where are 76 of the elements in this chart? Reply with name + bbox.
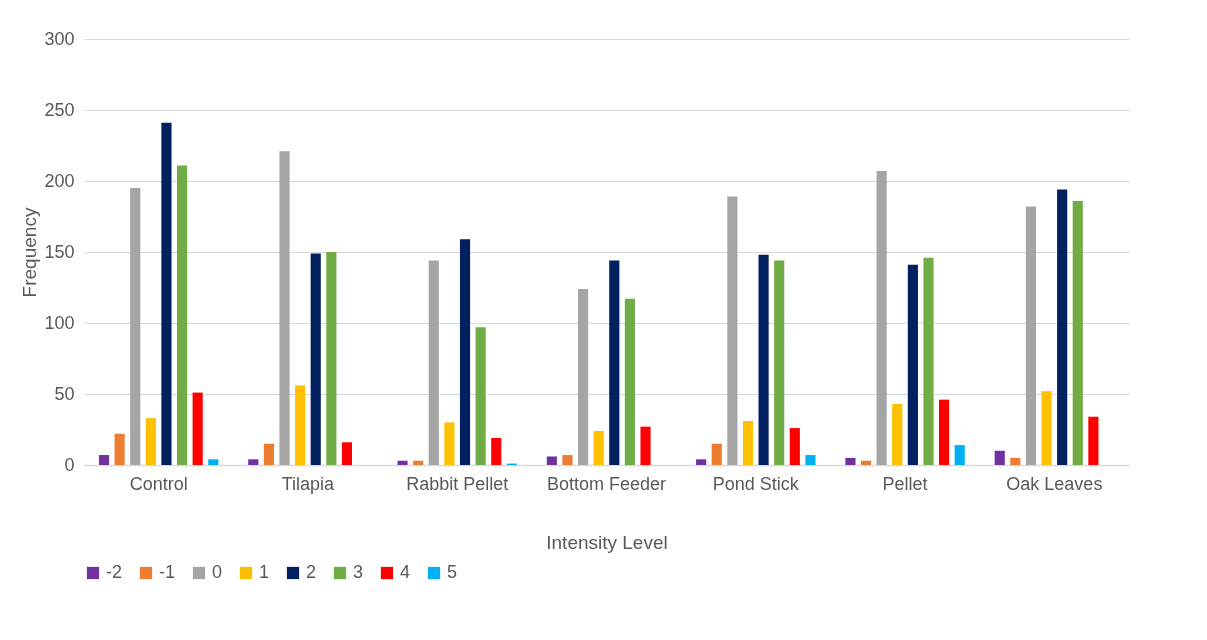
bar [711,443,722,465]
bar [310,253,321,465]
bar [397,460,408,465]
x-tick-label: Pond Stick [712,473,800,494]
bar [114,433,125,465]
x-tick-label: Tilapia [281,473,336,494]
bar [341,442,353,465]
bar [491,438,502,465]
y-tick-label: 0 [64,454,75,475]
bar [876,171,887,465]
x-tick-label: Pellet [882,473,928,494]
bar [326,252,337,465]
legend-label: -1 [159,562,176,582]
bar [1057,189,1068,465]
bar [145,418,156,465]
bar [624,298,635,465]
x-tick-label: Bottom Feeder [546,473,667,494]
bar [774,260,785,465]
x-tick-label: Oak Leaves [1006,473,1103,494]
bar [758,254,769,465]
bar [192,392,203,465]
bar [805,455,816,465]
bar [546,456,557,465]
y-tick-label: 250 [44,99,75,120]
legend-label: 5 [447,562,458,582]
bar [279,151,290,465]
x-axis-title: Intensity Level [546,531,668,553]
legend-label: -2 [106,562,123,582]
bar [263,443,274,465]
bar [954,445,965,465]
bar [459,239,471,465]
bar [208,459,219,465]
bar [593,430,604,465]
bar [609,260,620,465]
bar [994,450,1005,465]
bar [789,428,800,465]
bar [98,455,110,465]
bar [562,455,573,465]
legend-label: 3 [353,562,364,582]
bar [444,422,455,465]
bar [248,459,259,465]
bar [130,188,141,465]
bar [742,420,754,465]
bar [1041,391,1052,465]
y-tick-label: 300 [44,28,75,49]
bar [860,460,872,465]
y-tick-label: 200 [44,170,75,191]
y-tick-label: 50 [54,383,75,404]
x-tick-label: Control [129,473,188,494]
bar [907,264,918,465]
bar [161,122,172,465]
y-tick-label: 150 [44,241,75,262]
bar [1025,206,1037,465]
bar [923,257,934,465]
bar [578,288,589,465]
y-axis-title: Frequency [19,207,41,298]
bar [413,460,424,465]
bar [727,196,738,465]
bar [892,403,903,465]
bar [845,457,856,465]
bar [640,426,651,465]
bar [696,459,707,465]
y-tick-label: 100 [44,312,75,333]
bar [1072,200,1083,465]
legend-label: 4 [400,562,411,582]
x-tick-label: Rabbit Pellet [406,473,509,494]
legend-label: 2 [306,562,317,582]
bar [1088,416,1099,465]
bar [1010,457,1021,465]
bar [939,399,950,465]
legend-label: 1 [259,562,270,582]
bar [176,165,188,465]
legend-label: 0 [212,562,223,582]
bar [428,260,439,465]
bar [475,327,486,465]
bar [295,385,306,465]
